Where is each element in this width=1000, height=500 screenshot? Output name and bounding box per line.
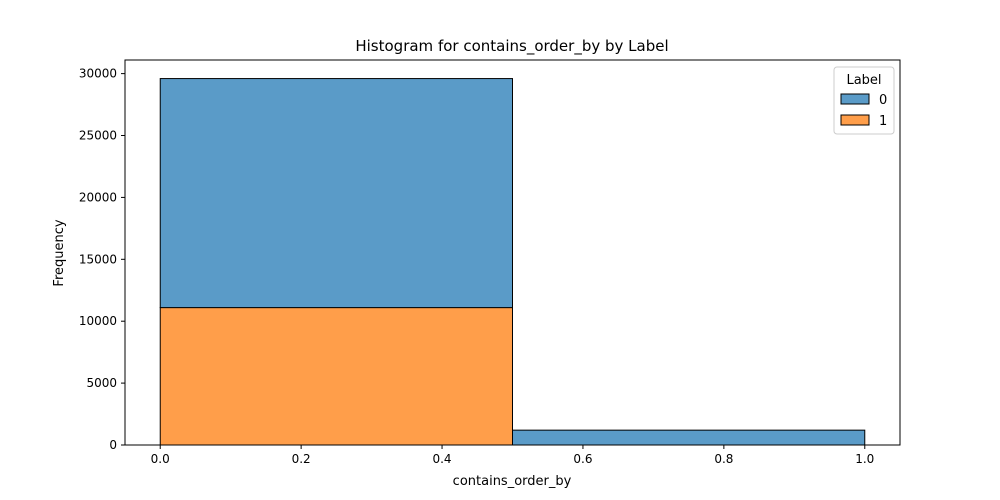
- y-axis-ticks: 0 5000 10000 15000 20000 25000 30000: [79, 67, 125, 452]
- y-tick-label: 20000: [79, 190, 117, 204]
- y-tick-label: 10000: [79, 314, 117, 328]
- y-tick-label: 0: [109, 438, 117, 452]
- legend-title: Label: [846, 73, 881, 88]
- y-tick-label: 30000: [79, 67, 117, 81]
- legend-swatch-0: [840, 93, 870, 105]
- chart-title: Histogram for contains_order_by by Label: [355, 37, 668, 56]
- x-tick-label: 1.0: [855, 452, 874, 466]
- x-tick-label: 0.8: [714, 452, 733, 466]
- legend-label-1: 1: [879, 114, 887, 129]
- bar-label-1-bin-0: [159, 307, 514, 446]
- bar-label-0-bin-1: [512, 429, 866, 446]
- x-tick-label: 0.2: [292, 452, 311, 466]
- x-tick-label: 0.0: [151, 452, 170, 466]
- x-tick-label: 0.4: [432, 452, 451, 466]
- y-tick-label: 15000: [79, 252, 117, 266]
- x-axis-ticks: 0.0 0.2 0.4 0.6 0.8 1.0: [151, 445, 874, 466]
- legend-label-0: 0: [879, 93, 887, 108]
- x-tick-label: 0.6: [573, 452, 592, 466]
- plot-frame: [124, 59, 901, 446]
- legend-swatch-1: [840, 114, 870, 126]
- legend: Label 0 1: [833, 66, 895, 135]
- y-tick-label: 5000: [86, 376, 117, 390]
- histogram-bars: [159, 78, 866, 446]
- y-axis-label: Frequency: [52, 219, 67, 286]
- bar-label-0-bin-0: [159, 78, 514, 309]
- x-axis-label: contains_order_by: [453, 474, 572, 489]
- y-tick-label: 25000: [79, 129, 117, 143]
